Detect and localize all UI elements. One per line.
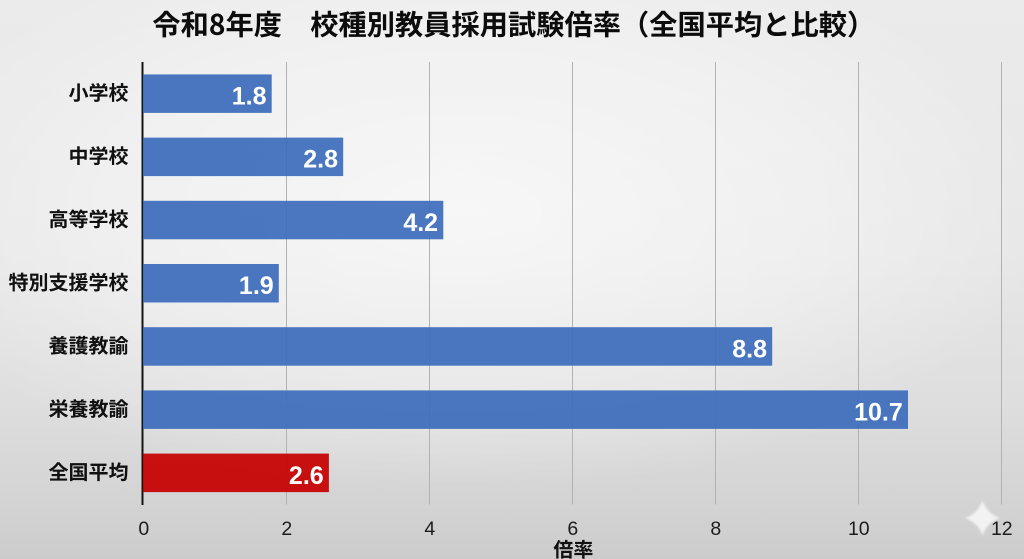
- svg-text:1.9: 1.9: [239, 272, 274, 300]
- svg-text:1.8: 1.8: [232, 83, 267, 111]
- svg-text:0: 0: [138, 518, 149, 540]
- svg-text:8: 8: [710, 518, 721, 540]
- svg-text:12: 12: [991, 518, 1013, 540]
- svg-text:6: 6: [567, 518, 578, 540]
- svg-text:2.8: 2.8: [303, 146, 338, 174]
- svg-text:8.8: 8.8: [732, 335, 767, 363]
- svg-text:2.6: 2.6: [289, 462, 324, 490]
- svg-text:2: 2: [281, 518, 292, 540]
- svg-text:10.7: 10.7: [854, 399, 903, 427]
- svg-text:4: 4: [424, 518, 435, 540]
- svg-text:10: 10: [848, 518, 870, 540]
- svg-text:4.2: 4.2: [403, 209, 438, 237]
